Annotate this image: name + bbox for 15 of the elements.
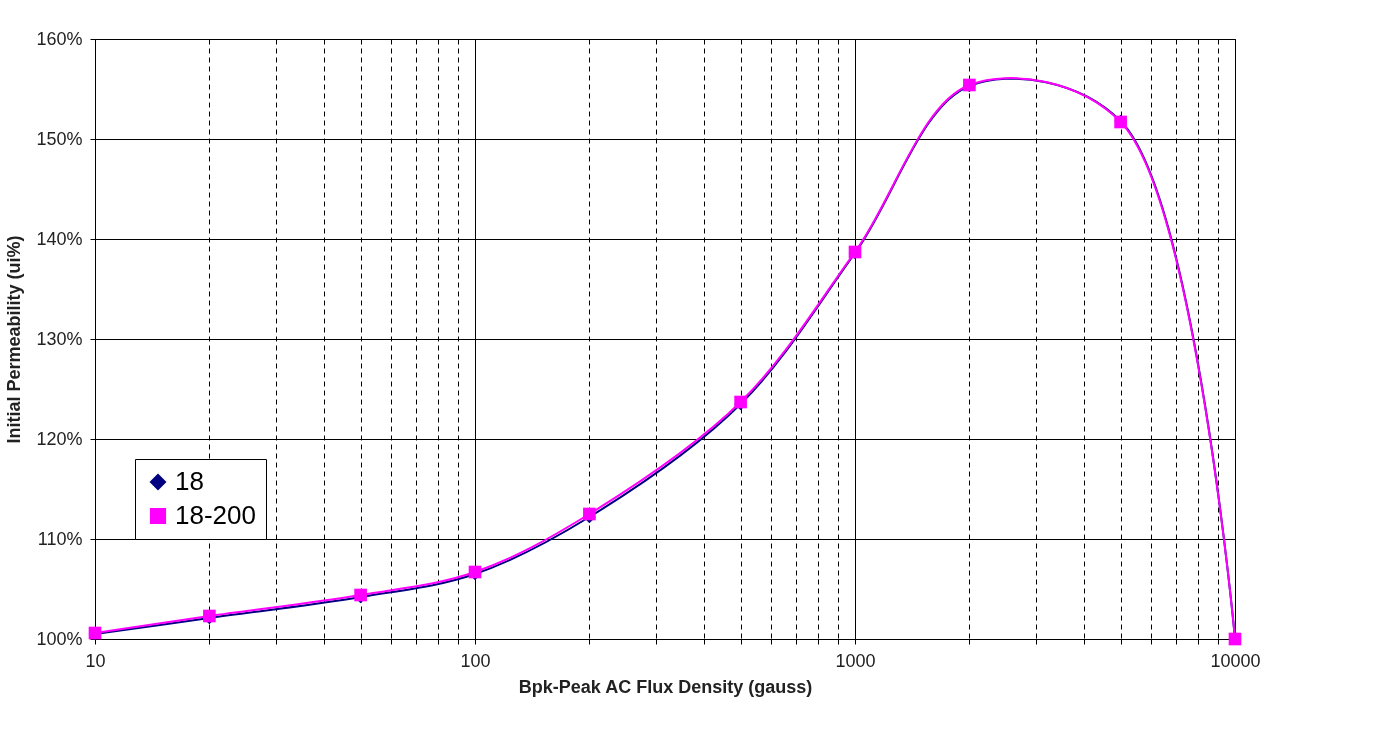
- y-tick-label: 160%: [36, 28, 83, 49]
- legend-label: 18: [175, 466, 204, 496]
- x-tick-label: 100: [460, 650, 491, 671]
- y-tick-label: 100%: [36, 628, 83, 649]
- y-tick-label: 130%: [36, 328, 83, 349]
- y-tick-label: 110%: [37, 528, 83, 549]
- x-tick-label: 10: [85, 650, 106, 671]
- legend-label: 18-200: [175, 500, 256, 530]
- y-axis-title: Initial Permeability (ui%): [4, 235, 25, 444]
- x-tick-label: 1000: [835, 650, 876, 671]
- x-tick-label: 10000: [1210, 650, 1261, 671]
- y-tick-label: 120%: [36, 428, 83, 449]
- y-tick-label: 140%: [36, 228, 83, 249]
- x-axis-title: Bpk-Peak AC Flux Density (gauss): [518, 676, 813, 697]
- y-tick-label: 150%: [36, 128, 83, 149]
